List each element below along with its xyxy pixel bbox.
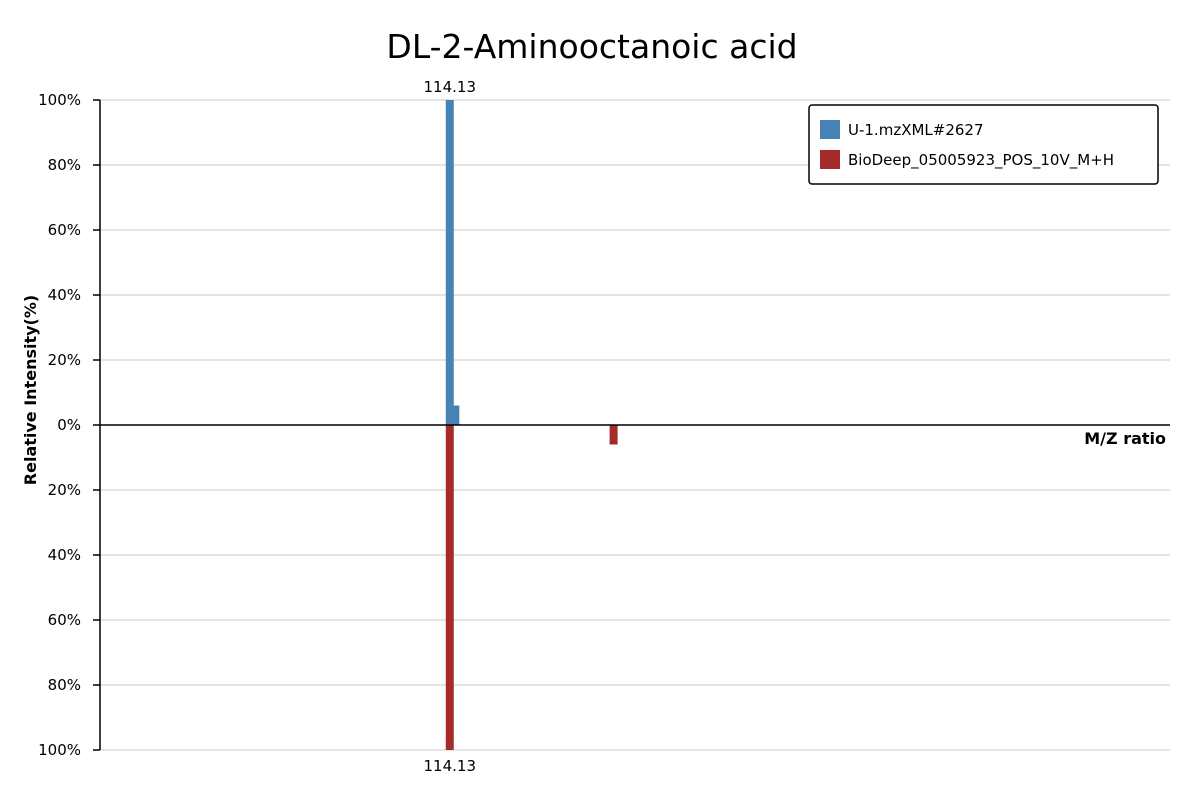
y-axis-title: Relative Intensity(%) <box>21 295 40 485</box>
reference-peak-bar <box>609 425 618 445</box>
x-axis-title: M/Z ratio <box>1084 429 1166 448</box>
y-tick-label: 80% <box>48 156 81 174</box>
y-tick-label: 40% <box>48 286 81 304</box>
sample-peak-bar <box>445 100 454 425</box>
legend-swatch-sample <box>820 120 840 139</box>
legend: U-1.mzXML#2627 BioDeep_05005923_POS_10V_… <box>808 104 1159 185</box>
y-tick-label: 20% <box>48 481 81 499</box>
axes <box>99 100 1170 750</box>
y-tick-label: 60% <box>48 611 81 629</box>
legend-box <box>808 104 1159 185</box>
legend-label-sample: U-1.mzXML#2627 <box>848 121 984 139</box>
y-tick-label: 100% <box>38 91 81 109</box>
y-tick-label: 100% <box>38 741 81 759</box>
grid-lines <box>100 99 1170 751</box>
y-tick-label: 80% <box>48 676 81 694</box>
y-tick-label: 40% <box>48 546 81 564</box>
sample-peak-bar <box>451 405 460 425</box>
peak-labels: 114.13 114.13 <box>424 78 477 775</box>
reference-peak-bar <box>445 425 454 750</box>
sample-peak-label: 114.13 <box>424 78 477 96</box>
spectrum-bars <box>445 100 618 750</box>
reference-peak-label: 114.13 <box>424 757 477 775</box>
y-axis-ticks: 100% 80% 60% 40% 20% 0% 20% 40% 60% 80% 100% <box>38 91 100 759</box>
y-tick-label: 20% <box>48 351 81 369</box>
chart-title: DL-2-Aminooctanoic acid <box>386 27 797 66</box>
legend-label-reference: BioDeep_05005923_POS_10V_M+H <box>848 151 1114 170</box>
y-tick-label: 60% <box>48 221 81 239</box>
legend-swatch-reference <box>820 150 840 169</box>
y-tick-label: 0% <box>57 416 81 434</box>
